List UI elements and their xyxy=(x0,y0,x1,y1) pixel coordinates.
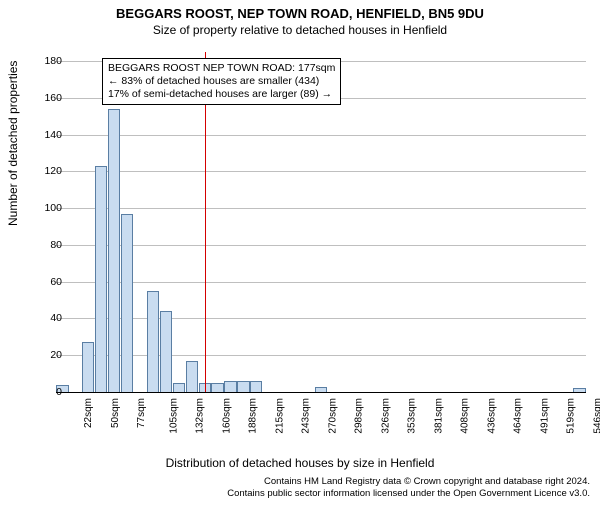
histogram-bar xyxy=(186,361,198,392)
histogram-bar xyxy=(147,291,159,392)
ytick-label: 180 xyxy=(28,55,62,67)
histogram-bar xyxy=(121,214,133,392)
xtick-label: 546sqm xyxy=(592,398,600,434)
chart-container: BEGGARS ROOST, NEP TOWN ROAD, HENFIELD, … xyxy=(0,6,600,506)
xtick-label: 22sqm xyxy=(83,398,94,428)
histogram-bar xyxy=(315,387,327,393)
ytick-label: 80 xyxy=(28,239,62,251)
histogram-bar xyxy=(108,109,120,392)
chart-title: BEGGARS ROOST, NEP TOWN ROAD, HENFIELD, … xyxy=(0,6,600,21)
chart-subtitle: Size of property relative to detached ho… xyxy=(0,23,600,37)
annotation-line: BEGGARS ROOST NEP TOWN ROAD: 177sqm xyxy=(108,62,335,75)
annotation-line: 17% of semi-detached houses are larger (… xyxy=(108,88,335,101)
footer-line: Contains HM Land Registry data © Crown c… xyxy=(227,476,590,488)
histogram-bar xyxy=(82,342,94,392)
histogram-bar xyxy=(224,381,236,392)
histogram-bar xyxy=(95,166,107,392)
xtick-label: 243sqm xyxy=(301,398,312,434)
ytick-label: 20 xyxy=(28,349,62,361)
xtick-label: 298sqm xyxy=(354,398,365,434)
xtick-label: 215sqm xyxy=(274,398,285,434)
xtick-label: 408sqm xyxy=(460,398,471,434)
ytick-label: 40 xyxy=(28,312,62,324)
plot-area: BEGGARS ROOST NEP TOWN ROAD: 177sqm← 83%… xyxy=(56,52,586,392)
histogram-bar xyxy=(237,381,249,392)
y-axis-label: Number of detached properties xyxy=(6,61,20,226)
histogram-bar xyxy=(173,383,185,392)
gridline xyxy=(56,392,586,393)
ytick-label: 0 xyxy=(28,386,62,398)
histogram-bar xyxy=(211,383,223,392)
histogram-bar xyxy=(250,381,262,392)
xtick-label: 50sqm xyxy=(110,398,121,428)
xtick-label: 491sqm xyxy=(539,398,550,434)
footer-line: Contains public sector information licen… xyxy=(227,488,590,500)
xtick-label: 160sqm xyxy=(221,398,232,434)
xtick-label: 464sqm xyxy=(513,398,524,434)
xtick-label: 132sqm xyxy=(195,398,206,434)
xtick-label: 436sqm xyxy=(486,398,497,434)
histogram-bar xyxy=(573,388,585,392)
xtick-label: 353sqm xyxy=(407,398,418,434)
xtick-label: 188sqm xyxy=(248,398,259,434)
histogram-bar xyxy=(160,311,172,392)
property-annotation: BEGGARS ROOST NEP TOWN ROAD: 177sqm← 83%… xyxy=(102,58,341,105)
ytick-label: 140 xyxy=(28,129,62,141)
ytick-label: 60 xyxy=(28,276,62,288)
xtick-label: 519sqm xyxy=(566,398,577,434)
xtick-label: 326sqm xyxy=(380,398,391,434)
ytick-label: 160 xyxy=(28,92,62,104)
attribution-footer: Contains HM Land Registry data © Crown c… xyxy=(227,476,590,500)
xtick-label: 77sqm xyxy=(136,398,147,428)
xtick-label: 270sqm xyxy=(327,398,338,434)
x-axis-label: Distribution of detached houses by size … xyxy=(0,456,600,470)
annotation-line: ← 83% of detached houses are smaller (43… xyxy=(108,75,335,88)
ytick-label: 120 xyxy=(28,165,62,177)
xtick-label: 381sqm xyxy=(433,398,444,434)
ytick-label: 100 xyxy=(28,202,62,214)
xtick-label: 105sqm xyxy=(168,398,179,434)
